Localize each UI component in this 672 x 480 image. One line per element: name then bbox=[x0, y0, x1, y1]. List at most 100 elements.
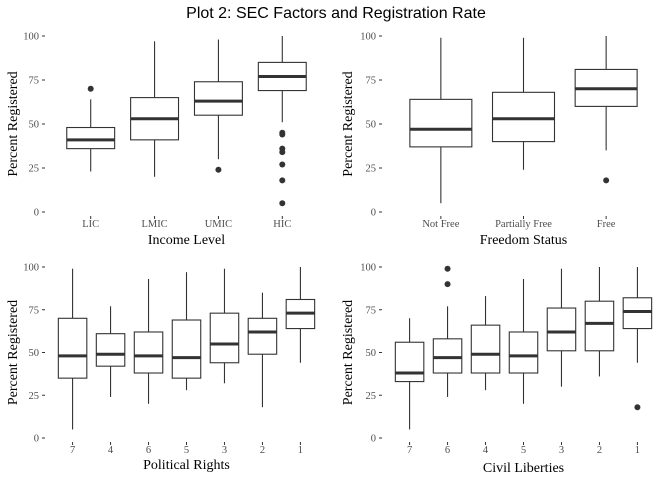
box-iqr bbox=[133, 331, 164, 374]
box-iqr bbox=[491, 91, 556, 143]
y-tick-label: 75 bbox=[366, 76, 377, 87]
y-axis-label: Percent Registered bbox=[341, 300, 356, 405]
outlier-point bbox=[279, 177, 286, 184]
box-iqr bbox=[432, 338, 463, 374]
outlier-point bbox=[279, 149, 286, 156]
box-Not Free bbox=[409, 37, 473, 204]
box-7 bbox=[57, 268, 88, 430]
box-2 bbox=[247, 292, 278, 408]
box-iqr bbox=[193, 81, 243, 116]
box-LMIC bbox=[130, 41, 180, 177]
y-tick-label: 75 bbox=[29, 76, 40, 87]
x-tick-label: 3 bbox=[222, 445, 227, 456]
y-axis-label: Percent Registered bbox=[6, 71, 21, 176]
box-7 bbox=[394, 318, 425, 430]
x-tick-label: 5 bbox=[521, 445, 526, 456]
y-tick-label: 50 bbox=[366, 120, 377, 131]
x-axis-label: Income Level bbox=[148, 233, 225, 248]
chart-panel-2: 0 25 50 75 100 Percent Registered Freedom Stat… bbox=[341, 32, 638, 248]
chart-panel-1: 0 25 50 75 100 Percent Registered Income Level… bbox=[6, 32, 307, 248]
box-Partially Free bbox=[491, 37, 556, 170]
box-iqr bbox=[95, 333, 126, 367]
outlier-point bbox=[444, 265, 451, 272]
y-tick-label: 0 bbox=[371, 434, 376, 445]
outlier-point bbox=[279, 131, 286, 138]
x-tick-label: 2 bbox=[597, 445, 602, 456]
y-tick-label: 100 bbox=[360, 32, 376, 43]
x-tick-label: 3 bbox=[559, 445, 564, 456]
y-axis-label: Percent Registered bbox=[6, 300, 21, 405]
box-iqr bbox=[622, 297, 653, 330]
x-tick-label: 1 bbox=[635, 445, 640, 456]
box-6 bbox=[133, 278, 164, 404]
box-3 bbox=[546, 268, 577, 387]
y-tick-label: 0 bbox=[34, 208, 39, 219]
outlier-point bbox=[634, 404, 641, 411]
box-iqr bbox=[584, 300, 615, 352]
y-tick-label: 0 bbox=[371, 208, 376, 219]
x-tick-label: 7 bbox=[407, 445, 412, 456]
x-tick-label: 1 bbox=[298, 445, 303, 456]
box-1 bbox=[285, 267, 316, 363]
x-tick-label: Not Free bbox=[422, 219, 459, 230]
figure-title: Plot 2: SEC Factors and Registration Rat… bbox=[186, 5, 486, 22]
x-tick-label: LIC bbox=[82, 219, 99, 230]
box-iqr bbox=[171, 319, 202, 379]
y-tick-label: 100 bbox=[23, 32, 39, 43]
box-5 bbox=[508, 278, 539, 404]
y-tick-label: 50 bbox=[366, 348, 377, 359]
x-axis-label: Civil Liberties bbox=[483, 461, 564, 476]
box-iqr bbox=[409, 98, 473, 148]
box-4 bbox=[470, 296, 501, 391]
outlier-point bbox=[279, 200, 286, 207]
x-tick-label: LMIC bbox=[141, 219, 167, 230]
y-tick-label: 100 bbox=[23, 263, 39, 274]
x-tick-label: Partially Free bbox=[495, 219, 552, 230]
x-tick-label: HIC bbox=[273, 219, 291, 230]
outlier-point bbox=[279, 161, 286, 168]
box-iqr bbox=[394, 341, 425, 383]
box-iqr bbox=[247, 317, 278, 355]
x-tick-label: 4 bbox=[108, 445, 114, 456]
x-tick-label: 6 bbox=[445, 445, 450, 456]
y-tick-label: 25 bbox=[29, 164, 40, 175]
y-tick-label: 100 bbox=[360, 263, 376, 274]
y-tick-label: 25 bbox=[366, 391, 377, 402]
outlier-point bbox=[444, 281, 451, 288]
box-iqr bbox=[470, 324, 501, 374]
x-tick-label: 4 bbox=[483, 445, 489, 456]
y-axis-label: Percent Registered bbox=[341, 71, 356, 176]
box-iqr bbox=[209, 312, 240, 364]
y-tick-label: 50 bbox=[29, 120, 40, 131]
x-tick-label: Free bbox=[597, 219, 616, 230]
x-tick-label: 5 bbox=[184, 445, 189, 456]
box-2 bbox=[584, 267, 615, 377]
y-tick-label: 0 bbox=[34, 434, 39, 445]
box-iqr bbox=[546, 307, 577, 352]
box-Free bbox=[574, 36, 638, 184]
box-HIC bbox=[257, 36, 307, 207]
y-tick-label: 75 bbox=[29, 305, 40, 316]
outlier-point bbox=[87, 85, 94, 92]
y-tick-label: 25 bbox=[29, 391, 40, 402]
y-tick-label: 75 bbox=[366, 305, 377, 316]
box-iqr bbox=[66, 126, 116, 150]
box-LIC bbox=[66, 85, 116, 172]
x-tick-label: 2 bbox=[260, 445, 265, 456]
box-5 bbox=[171, 272, 202, 391]
x-axis-label: Political Rights bbox=[143, 458, 230, 473]
outlier-point bbox=[603, 177, 610, 184]
box-4 bbox=[95, 306, 126, 397]
box-6 bbox=[432, 265, 463, 397]
box-1 bbox=[622, 267, 653, 411]
box-UMIC bbox=[193, 39, 243, 173]
box-iqr bbox=[508, 331, 539, 374]
box-3 bbox=[209, 268, 240, 384]
outlier-point bbox=[215, 166, 222, 173]
y-tick-label: 50 bbox=[29, 348, 40, 359]
x-axis-label: Freedom Status bbox=[480, 233, 568, 248]
x-tick-label: UMIC bbox=[205, 219, 232, 230]
